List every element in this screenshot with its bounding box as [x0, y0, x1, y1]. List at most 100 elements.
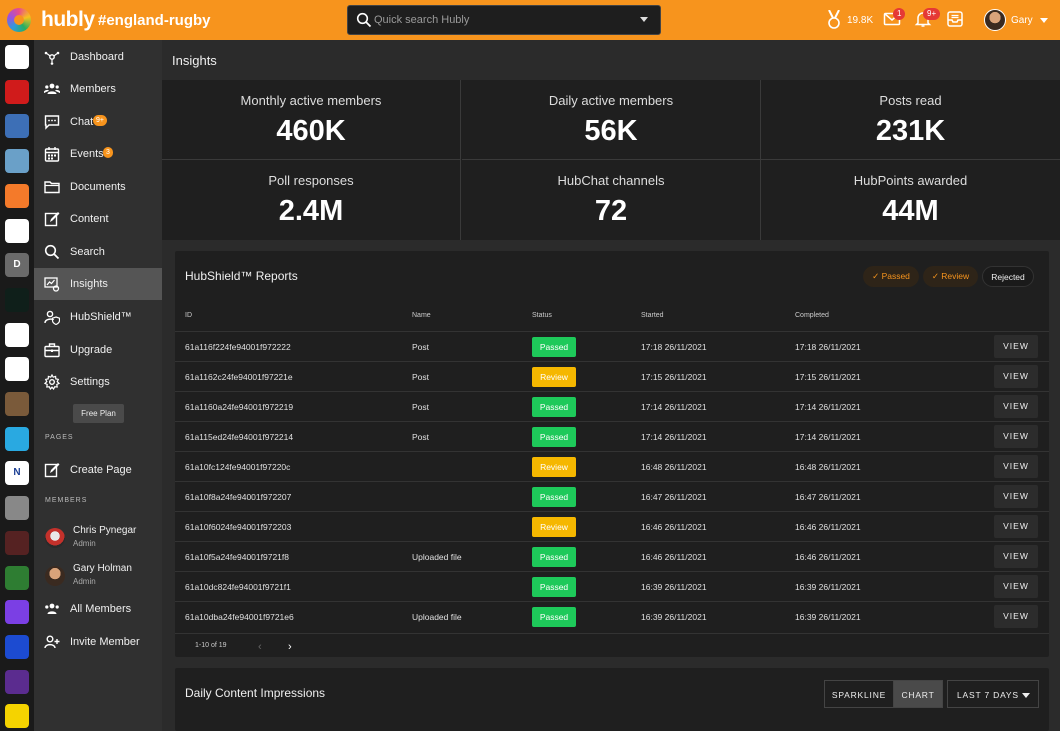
sidebar-item-dashboard[interactable]: Dashboard [34, 41, 162, 73]
member-gary-holman[interactable]: Gary Holman Admin [34, 560, 162, 596]
hub-letter [5, 219, 29, 243]
daily-impressions-card: Daily Content Impressions SPARKLINE CHAR… [175, 668, 1049, 731]
free-plan-button[interactable]: Free Plan [73, 404, 124, 423]
photo-hub-icon[interactable] [5, 496, 29, 521]
view-button[interactable]: VIEW [994, 365, 1038, 388]
england-rugby-hub-icon[interactable] [5, 45, 29, 69]
sidebar-item-label: Events [70, 148, 104, 160]
sidebar-item-upgrade[interactable]: Upgrade [34, 334, 162, 366]
filter-label: Review [941, 271, 970, 281]
sparkline-toggle[interactable]: SPARKLINE [824, 680, 894, 708]
member-chris-pynegar[interactable]: Chris Pynegar Admin [34, 522, 162, 558]
date-range-select[interactable]: LAST 7 DAYS [947, 680, 1039, 708]
alpine-hub-icon[interactable] [5, 634, 29, 659]
view-button[interactable]: VIEW [994, 515, 1038, 538]
pagination-text: 1-10 of 19 [195, 642, 227, 649]
view-button[interactable]: VIEW [994, 545, 1038, 568]
sidebar-item-all-members[interactable]: All Members [34, 593, 162, 625]
column-header-name[interactable]: Name [412, 312, 431, 319]
table-row: 61a10dc824fe94001f9721f1 Passed 16:39 26/1… [175, 571, 1049, 601]
purple-hub-icon[interactable] [5, 600, 29, 625]
pages-heading: PAGES [45, 434, 74, 441]
hub-letter [5, 45, 29, 69]
chevron-down-icon [1022, 693, 1030, 698]
sidebar-item-invite-member[interactable]: Invite Member [34, 626, 162, 658]
chart-toggle[interactable]: CHART [893, 680, 943, 708]
sun-hub-icon[interactable] [5, 704, 29, 729]
app-hub-icon[interactable] [5, 426, 29, 451]
lamborghini-hub-icon[interactable] [5, 322, 29, 347]
hub-letter [5, 288, 29, 312]
sidebar-item-create-page[interactable]: Create Page [34, 454, 162, 486]
sidebar-item-events[interactable]: Events 3 [34, 138, 162, 170]
next-page-icon[interactable]: › [288, 641, 292, 653]
heroes-hub-icon[interactable] [5, 392, 29, 416]
stat-value: 231K [875, 115, 946, 147]
hub-letter [5, 427, 29, 451]
view-button[interactable]: VIEW [994, 395, 1038, 418]
sidebar-item-settings[interactable]: Settings [34, 366, 162, 398]
hubly-logo-icon[interactable] [7, 8, 31, 32]
prev-page-icon[interactable]: ‹ [258, 641, 262, 653]
brand-name[interactable]: hubly [41, 8, 95, 31]
report-completed: 17:14 26/11/2021 [795, 402, 861, 412]
avatar [45, 528, 65, 548]
sidebar-item-label: Settings [70, 376, 110, 388]
view-button[interactable]: VIEW [994, 335, 1038, 358]
game-art-hub-icon[interactable] [5, 149, 29, 174]
column-header-id[interactable]: ID [185, 312, 192, 319]
sidebar-item-label: Upgrade [70, 344, 113, 356]
sidebar-item-search[interactable]: Search [34, 236, 162, 268]
report-completed: 16:47 26/11/2021 [795, 492, 861, 502]
report-name: Uploaded file [412, 612, 462, 622]
filter-rejected-chip[interactable]: Rejected [982, 266, 1034, 287]
report-name: Post [412, 372, 430, 382]
member-role: Admin [73, 577, 96, 586]
stat-hubpoints-awarded: HubPoints awarded 44M [761, 160, 1060, 240]
tv-hub-icon[interactable] [5, 565, 29, 590]
view-button[interactable]: VIEW [994, 575, 1038, 598]
hubpoints-count[interactable]: 19.8K [847, 15, 874, 26]
kitex-hub-icon[interactable] [5, 287, 29, 312]
view-button[interactable]: VIEW [994, 455, 1038, 478]
sidebar-item-members[interactable]: Members [34, 73, 162, 105]
inbox-tray-icon[interactable] [946, 10, 964, 28]
dark-art-hub-icon[interactable] [5, 530, 29, 555]
sidebar-item-insights[interactable]: Insights [34, 268, 162, 300]
filter-review-chip[interactable]: ✓ Review [923, 266, 978, 287]
user-menu-chevron-icon[interactable] [1040, 18, 1048, 23]
hub-letter [5, 670, 29, 694]
view-button[interactable]: VIEW [994, 605, 1038, 628]
events-badge: 3 [103, 147, 113, 158]
letter-n-hub-icon[interactable]: N [5, 461, 29, 486]
filter-passed-chip[interactable]: ✓ Passed [863, 266, 919, 287]
column-header-status[interactable]: Status [532, 312, 552, 319]
sidebar-item-content[interactable]: Content [34, 203, 162, 235]
user-avatar[interactable] [984, 9, 1006, 31]
england-lions-hub-icon[interactable] [5, 357, 29, 382]
scouts-hub-icon[interactable] [5, 669, 29, 694]
chevron-down-icon[interactable] [640, 17, 648, 22]
view-button[interactable]: VIEW [994, 425, 1038, 448]
column-header-completed[interactable]: Completed [795, 312, 829, 319]
sidebar-item-label: Documents [70, 181, 126, 193]
orange-badge-hub-icon[interactable] [5, 183, 29, 208]
sidebar-item-documents[interactable]: Documents [34, 171, 162, 203]
crest-hub-icon[interactable] [5, 218, 29, 243]
user-name[interactable]: Gary [1011, 15, 1033, 26]
report-completed: 16:39 26/11/2021 [795, 582, 861, 592]
medal-icon[interactable] [825, 10, 843, 30]
sidebar-item-chat[interactable]: Chat 9+ [34, 106, 162, 138]
view-button[interactable]: VIEW [994, 485, 1038, 508]
stat-monthly-active-members: Monthly active members 460K [162, 80, 461, 160]
search-bar[interactable]: Quick search Hubly [347, 5, 661, 35]
status-badge: Passed [532, 607, 576, 627]
column-header-started[interactable]: Started [641, 312, 664, 319]
man-utd-hub-icon[interactable] [5, 79, 29, 104]
sidebar-item-hubshield[interactable]: HubShield™ [34, 301, 162, 333]
ethereum-hub-icon[interactable] [5, 114, 29, 139]
report-started: 16:39 26/11/2021 [641, 582, 707, 592]
members-icon [44, 83, 60, 94]
letter-d-hub-icon[interactable]: D [5, 253, 29, 278]
report-name: Post [412, 402, 430, 412]
